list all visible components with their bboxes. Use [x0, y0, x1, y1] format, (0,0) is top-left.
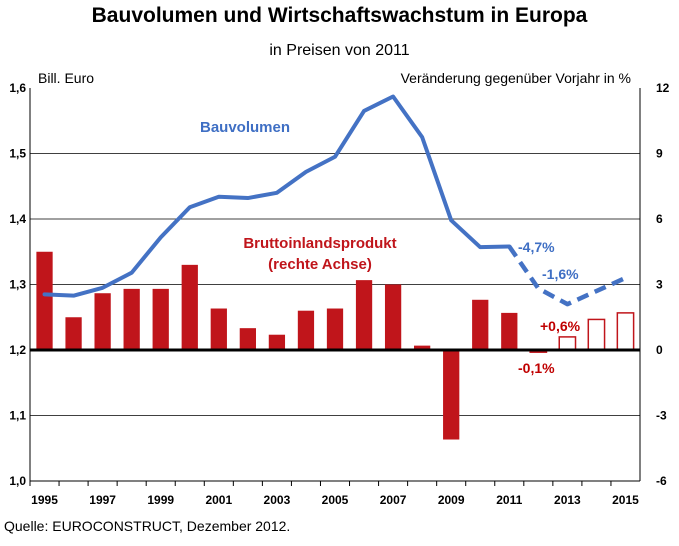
y-right-tick-label: 9 [656, 147, 663, 161]
axis-ticks: 1,0 1,1 1,2 1,3 1,4 1,5 1,6 -6 -3 0 3 6 9 12 1995 1997 1… [9, 81, 669, 507]
x-tick-label: 1999 [147, 493, 174, 507]
gdp-bar-2000 [181, 264, 198, 350]
y-left-tick-label: 1,3 [9, 278, 26, 292]
y-right-tick-label: 0 [656, 343, 663, 357]
x-tick-label: 2003 [264, 493, 291, 507]
y-axis-left-label: Bill. Euro [38, 70, 95, 86]
y-left-tick-label: 1,2 [9, 343, 26, 357]
y-right-tick-label: 3 [656, 278, 663, 292]
bauvolumen-line-forecast [507, 245, 627, 307]
gdp-bar-2011 [501, 312, 518, 350]
annotation-bauvolumen-2012: -4,7% [518, 239, 555, 255]
y-left-tick-label: 1,0 [9, 474, 26, 488]
y-left-tick-label: 1,6 [9, 81, 26, 95]
gdp-bar-2002 [239, 328, 256, 350]
annotation-bip-2012: -0,1% [518, 360, 555, 376]
gdp-bar-2001 [210, 308, 227, 350]
x-tick-label: 2013 [554, 493, 581, 507]
series-labels: Bauvolumen Bruttoinlandsprodukt (rechte … [200, 119, 581, 376]
x-tick-label: 1997 [89, 493, 116, 507]
bauvolumen-line [42, 94, 627, 307]
gdp-bar-2004 [297, 310, 315, 350]
bauvolumen-line-actual [42, 94, 512, 298]
x-tick-label: 2009 [438, 493, 465, 507]
chart-subtitle: in Preisen von 2011 [269, 42, 410, 59]
y-right-tick-label: 6 [656, 212, 663, 226]
gdp-bars [36, 251, 635, 440]
y-left-tick-label: 1,5 [9, 147, 26, 161]
chart-title: Bauvolumen und Wirtschaftswachstum in Eu… [91, 4, 588, 27]
x-tick-label: 2011 [496, 493, 522, 507]
gdp-bar-1997 [94, 293, 111, 350]
annotation-bauvolumen-2013: -1,6% [542, 266, 579, 282]
gdp-bar-1999 [152, 288, 169, 350]
gdp-bar-2014 [587, 318, 606, 351]
series-label-bip-line2: (rechte Achse) [268, 256, 372, 273]
gdp-bar-2013 [558, 336, 577, 351]
x-tick-label: 2015 [612, 493, 639, 507]
gdp-bar-2009 [443, 350, 460, 440]
y-axis-right-label: Veränderung gegenüber Vorjahr in % [400, 70, 631, 86]
series-label-bauvolumen: Bauvolumen [200, 119, 290, 136]
y-right-tick-label: -3 [656, 409, 667, 423]
y-left-tick-label: 1,4 [9, 212, 26, 226]
gdp-bar-2015 [616, 312, 635, 351]
gdp-bar-2005 [326, 308, 344, 350]
grid-lines [30, 153, 640, 416]
gdp-bar-2006 [355, 280, 373, 350]
y-left-tick-label: 1,1 [9, 409, 26, 423]
x-tick-label: 2001 [205, 493, 232, 507]
x-tick-label: 1995 [31, 493, 58, 507]
gdp-bar-2010 [472, 299, 489, 350]
annotation-bip-2013: +0,6% [540, 318, 581, 334]
x-tick-label: 2005 [322, 493, 349, 507]
gdp-bar-2007 [384, 284, 402, 350]
gdp-bar-2008 [414, 345, 431, 350]
y-right-tick-label: 12 [656, 81, 670, 95]
gdp-bar-1995 [36, 251, 53, 350]
series-label-bip-line1: Bruttoinlandsprodukt [243, 235, 396, 252]
gdp-bar-1998 [123, 288, 140, 350]
gdp-bar-1996 [65, 317, 82, 350]
source-note: Quelle: EUROCONSTRUCT, Dezember 2012. [4, 518, 291, 534]
y-right-tick-label: -6 [656, 474, 667, 488]
gdp-bar-2003 [268, 334, 286, 350]
x-tick-label: 2007 [380, 493, 407, 507]
